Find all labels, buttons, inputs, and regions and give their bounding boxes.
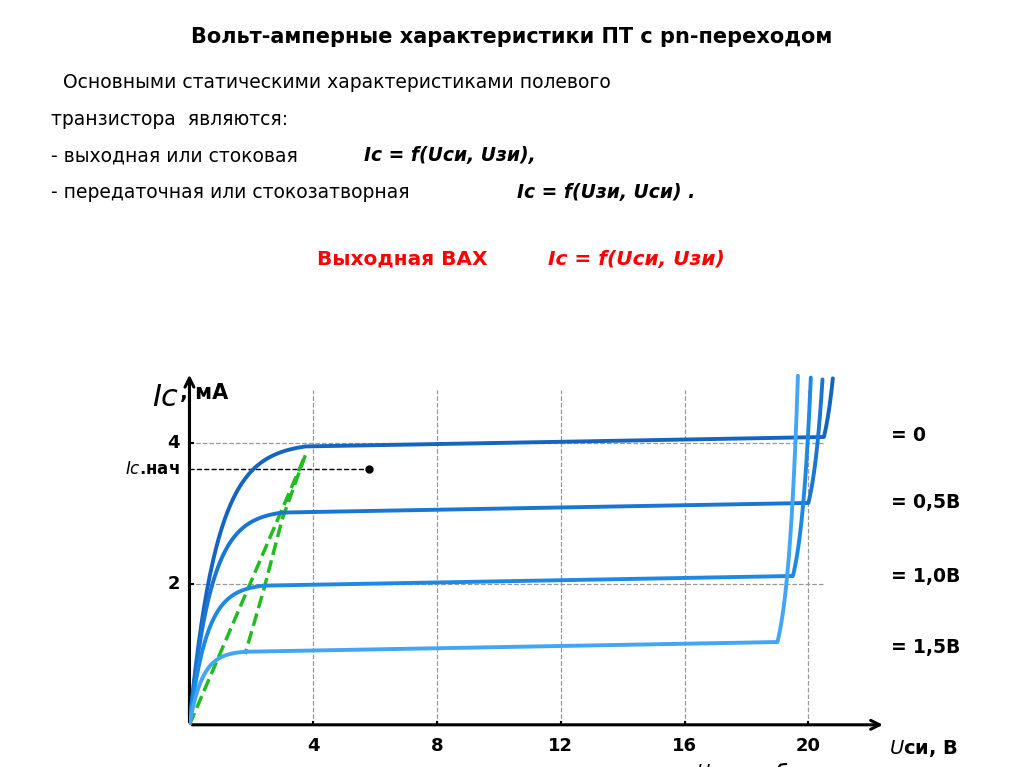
Text: 20: 20 — [796, 737, 821, 755]
Text: Ic = f(Uси, Uзи),: Ic = f(Uси, Uзи), — [364, 146, 536, 166]
Text: $\mathbf{\mathit{U}}$си.проб.: $\mathbf{\mathit{U}}$си.проб. — [696, 760, 797, 767]
Text: $\mathbf{\mathit{U}}$зи = 0,5В: $\mathbf{\mathit{U}}$зи = 0,5В — [846, 492, 961, 513]
Text: , мА: , мА — [180, 383, 228, 403]
Text: $\mathbf{\mathit{U}}$си, В: $\mathbf{\mathit{U}}$си, В — [889, 738, 957, 759]
Text: - выходная или стоковая: - выходная или стоковая — [51, 146, 304, 166]
Text: Основными статическими характеристиками полевого: Основными статическими характеристиками … — [51, 73, 611, 92]
Text: 16: 16 — [672, 737, 697, 755]
Text: $\mathit{Ic}$: $\mathit{Ic}$ — [153, 383, 179, 412]
Text: Вольт-амперные характеристики ПТ с pn-переходом: Вольт-амперные характеристики ПТ с pn-пе… — [191, 27, 833, 47]
Text: 4: 4 — [307, 737, 319, 755]
Text: Ic = f(Uзи, Uси) .: Ic = f(Uзи, Uси) . — [517, 183, 695, 202]
Text: $\mathbf{\mathit{U}}$зи = 0: $\mathbf{\mathit{U}}$зи = 0 — [846, 426, 926, 445]
Text: транзистора  являются:: транзистора являются: — [51, 110, 289, 129]
Text: $\mathbf{\mathit{U}}$зи = 1,0В: $\mathbf{\mathit{U}}$зи = 1,0В — [846, 566, 961, 587]
Text: Выходная ВАХ: Выходная ВАХ — [317, 249, 502, 268]
Text: 8: 8 — [431, 737, 443, 755]
Text: $\mathit{Ic}$.нач: $\mathit{Ic}$.нач — [126, 460, 180, 479]
Text: - передаточная или стокозатворная: - передаточная или стокозатворная — [51, 183, 416, 202]
Text: Ic = f(Uси, Uзи): Ic = f(Uси, Uзи) — [548, 249, 725, 268]
Text: $\mathbf{\mathit{U}}$зи = 1,5В: $\mathbf{\mathit{U}}$зи = 1,5В — [846, 637, 961, 657]
Text: 12: 12 — [548, 737, 573, 755]
Text: 2: 2 — [168, 574, 180, 593]
Text: 4: 4 — [168, 433, 180, 452]
